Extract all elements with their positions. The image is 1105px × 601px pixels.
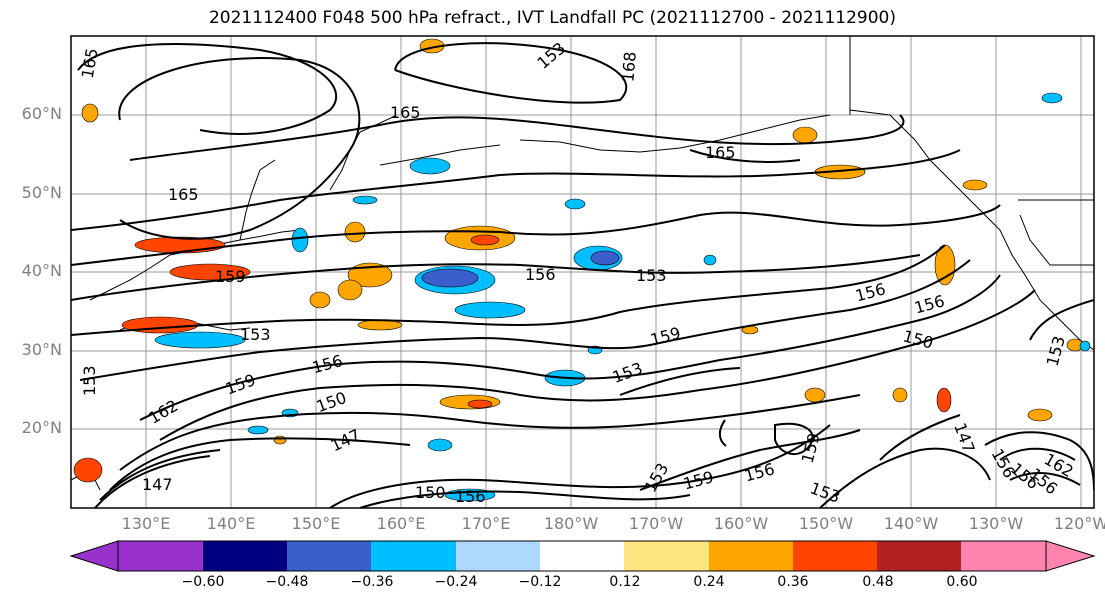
lon-label: 150°E — [291, 514, 341, 533]
colorbar-tick-label: −0.12 — [518, 574, 562, 590]
contour-label: 156 — [525, 265, 556, 284]
map-frame — [70, 35, 1095, 509]
contour-label: 153 — [610, 359, 645, 387]
contour-label: 162 — [145, 396, 181, 428]
colorbar-extend-right — [1045, 540, 1096, 572]
lat-label: 60°N — [21, 104, 62, 123]
lon-label: 140°E — [206, 514, 256, 533]
contour-label: 147 — [142, 475, 173, 494]
colorbar-cell — [624, 541, 709, 571]
lon-label: 170°W — [628, 514, 684, 533]
lon-label: 150°W — [798, 514, 854, 533]
colorbar-cell — [371, 541, 456, 571]
colorbar-tick-label: 0.12 — [609, 574, 641, 590]
anomaly-fills — [73, 38, 1091, 502]
lon-label: 140°W — [883, 514, 939, 533]
colorbar — [69, 540, 1096, 572]
lat-label: 30°N — [21, 340, 62, 359]
contour-label: 159 — [648, 323, 682, 349]
colorbar-tick-label: −0.36 — [350, 574, 394, 590]
map-plot-area: 165 168 165 165 165 159 156 153 153 153 … — [71, 36, 1094, 508]
contour-label: 156 — [742, 459, 776, 485]
colorbar-tick-label: −0.24 — [434, 574, 478, 590]
contour-label: 153 — [807, 478, 842, 506]
contour-label: 153 — [240, 325, 271, 344]
contour-label: 165 — [168, 185, 199, 204]
lon-label: 160°W — [713, 514, 769, 533]
contour-label: 159 — [681, 467, 715, 493]
lon-label: 160°E — [376, 514, 426, 533]
lat-label: 50°N — [21, 183, 62, 202]
colorbar-cell — [203, 541, 287, 571]
contour-label: 156 — [310, 351, 344, 377]
colorbar-extend-left — [69, 540, 119, 572]
colorbar-cell — [793, 541, 877, 571]
contour-label: 153 — [1043, 334, 1069, 368]
contour-label: 153 — [636, 266, 667, 285]
colorbar-cell — [456, 541, 540, 571]
contour-label: 165 — [705, 143, 736, 162]
colorbar-tick-label: −0.48 — [265, 574, 309, 590]
contour-labels: 165 168 165 165 165 159 156 153 153 153 … — [78, 38, 1077, 506]
contour-label: 153 — [80, 365, 99, 396]
map-title: 2021112400 F048 500 hPa refract., IVT La… — [208, 8, 896, 28]
lat-label: 40°N — [21, 261, 62, 280]
lat-label: 20°N — [21, 418, 62, 437]
colorbar-cell — [877, 541, 961, 571]
colorbar-tick-label: 0.60 — [946, 574, 978, 590]
contour-label: 159 — [223, 370, 258, 398]
contour-label: 150 — [415, 483, 446, 502]
colorbar-cell — [709, 541, 793, 571]
contour-label: 159 — [798, 431, 824, 465]
contour-label: 165 — [390, 103, 421, 122]
contour-label: 150 — [901, 326, 935, 352]
colorbar-tick-label: 0.48 — [862, 574, 894, 590]
height-contours — [71, 42, 1094, 508]
contour-label: 156 — [455, 487, 486, 506]
colorbar-cell — [961, 541, 1046, 571]
contour-label: 165 — [78, 47, 102, 80]
colorbar-cell — [540, 541, 624, 571]
contour-label: 168 — [618, 51, 640, 83]
colorbar-tick-label: 0.36 — [777, 574, 809, 590]
lon-label: 120°W — [1053, 514, 1105, 533]
contour-label: 147 — [328, 425, 364, 455]
contour-label: 159 — [215, 267, 246, 286]
lon-label: 130°E — [121, 514, 171, 533]
colorbar-cell — [287, 541, 371, 571]
contour-label: 153 — [533, 38, 569, 72]
colorbar-tick-label: 0.24 — [693, 574, 725, 590]
colorbar-tick-label: −0.60 — [181, 574, 225, 590]
lon-label: 130°W — [968, 514, 1024, 533]
lon-label: 170°E — [461, 514, 511, 533]
contour-label: 153 — [641, 460, 673, 496]
colorbar-cell — [118, 541, 203, 571]
lon-label: 180°W — [543, 514, 599, 533]
